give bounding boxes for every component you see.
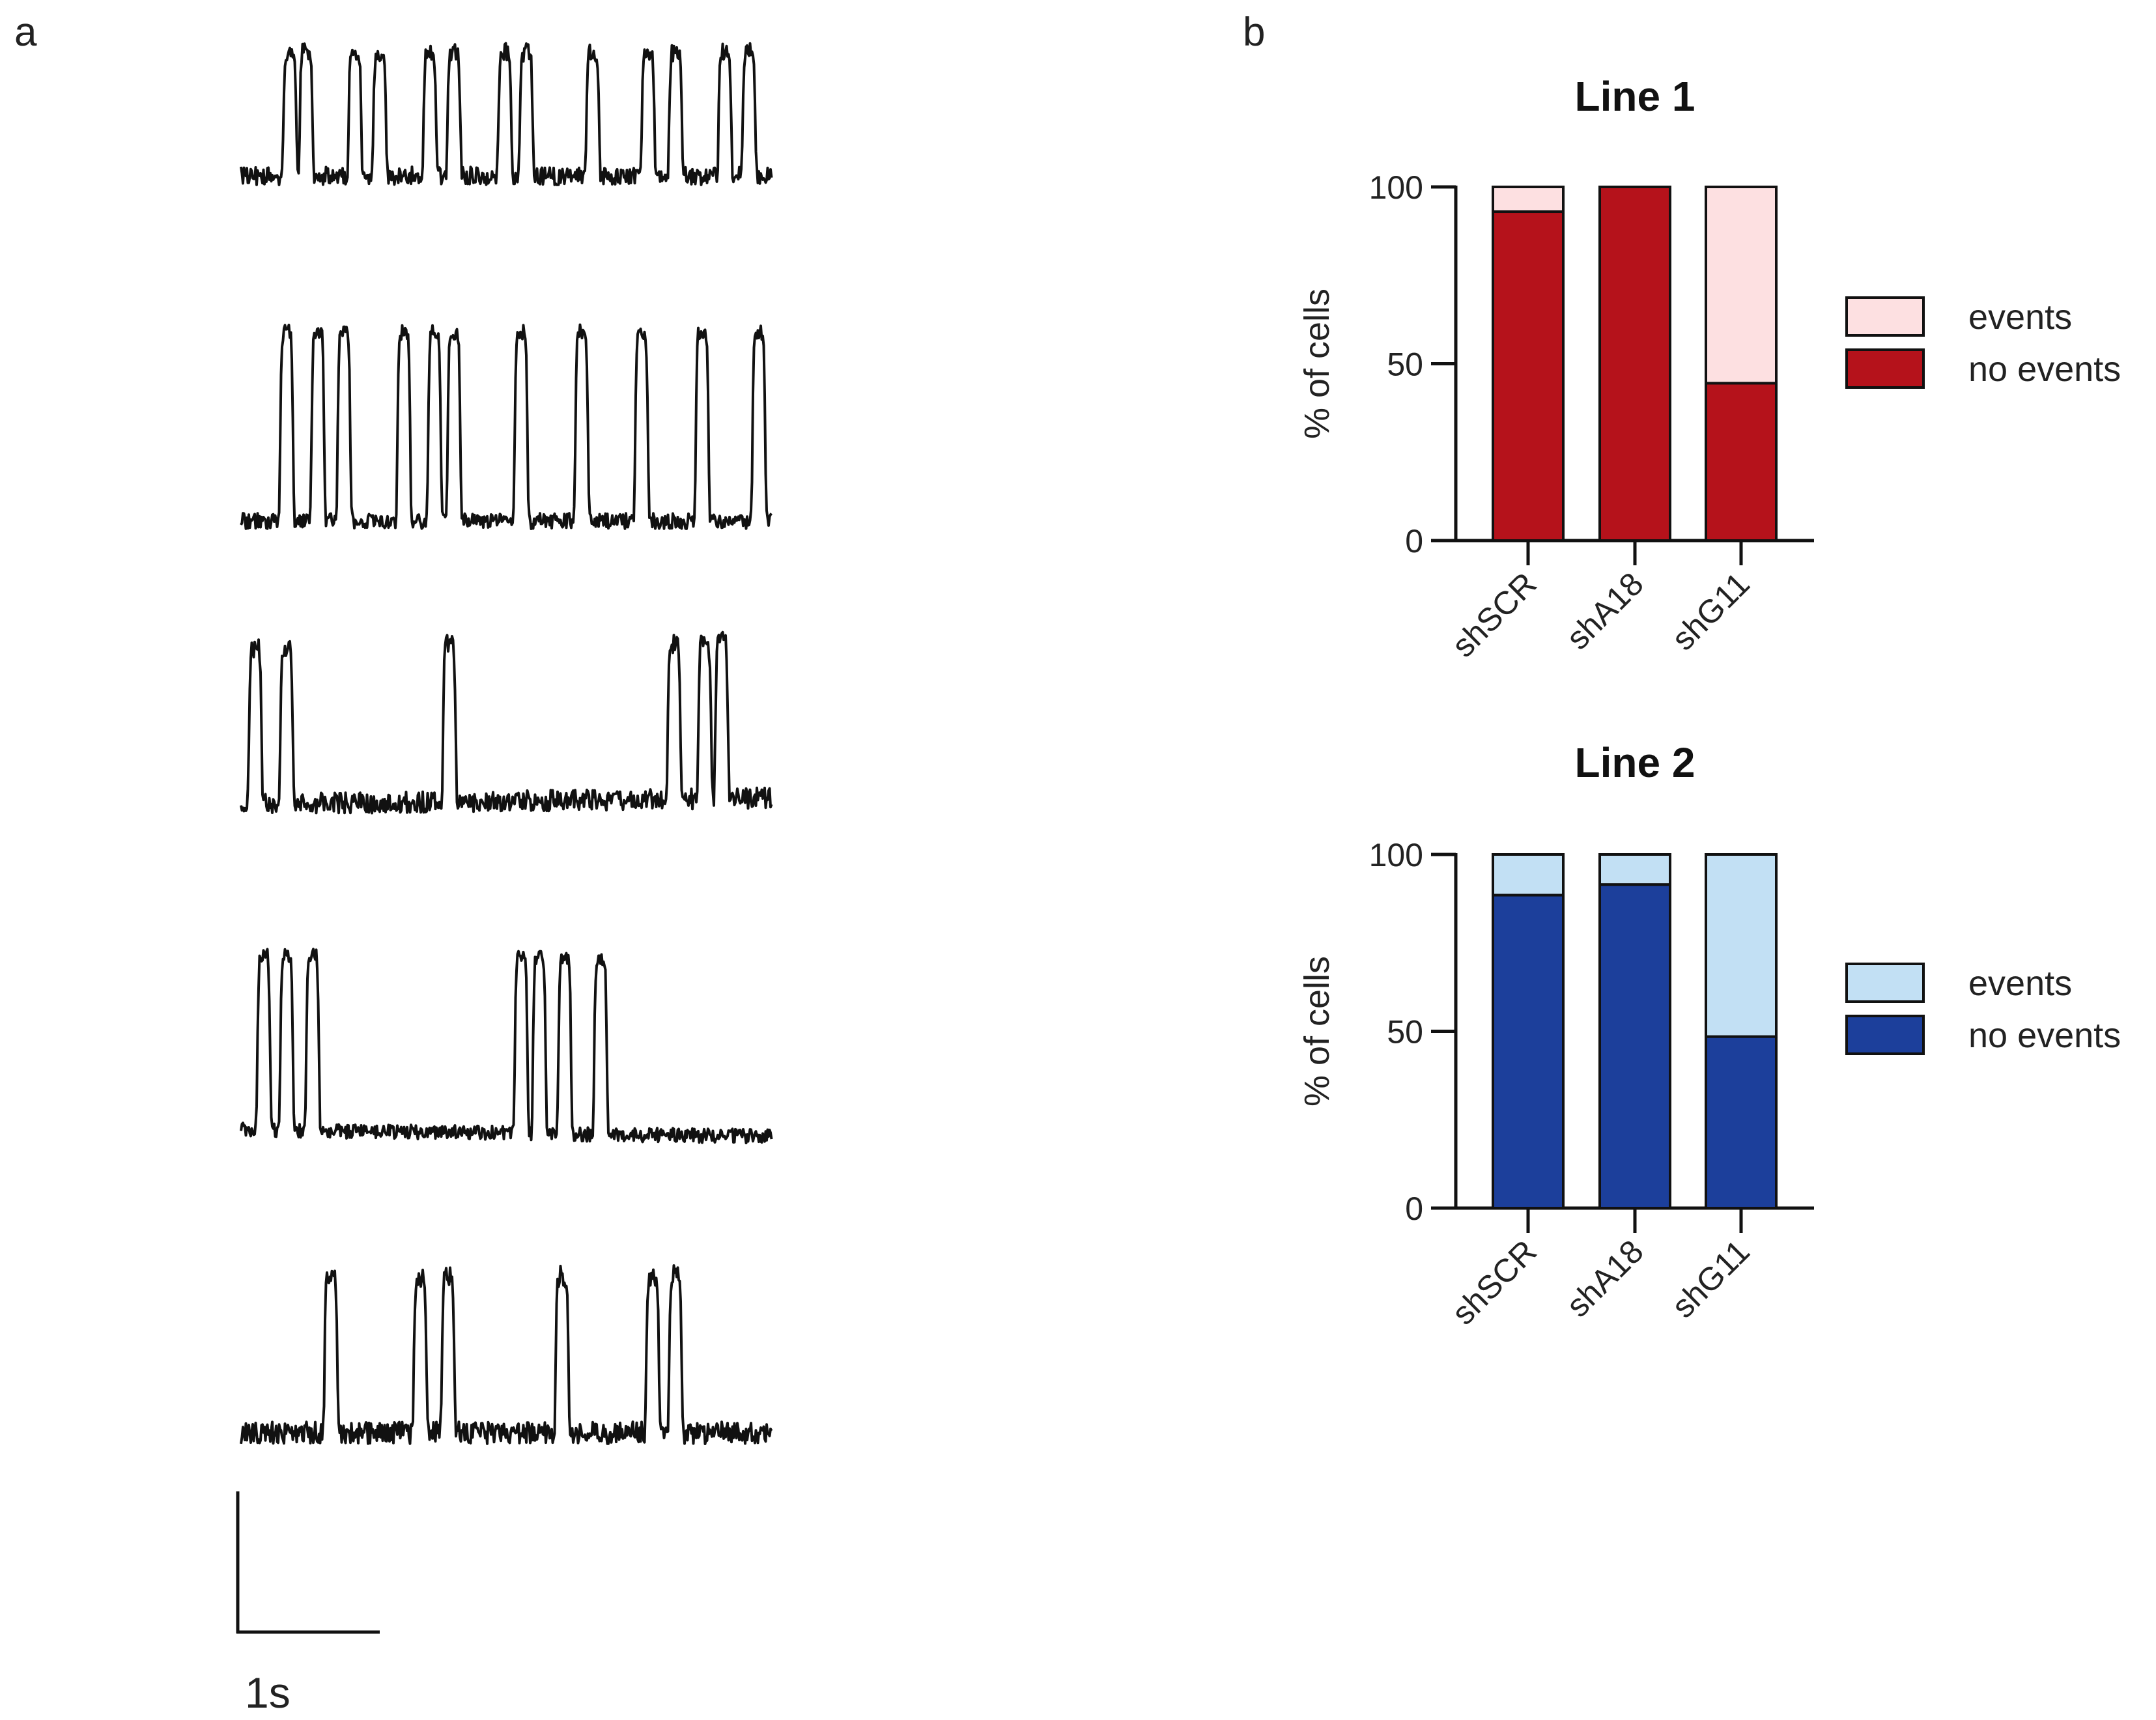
- x-tick-label: shA18: [1559, 1233, 1651, 1324]
- x-tick-label: shG11: [1665, 1233, 1757, 1325]
- bar-shSCR-events: [1492, 853, 1565, 897]
- trace-4: [240, 948, 773, 1144]
- y-tick-label: 50: [1387, 346, 1423, 383]
- bar-shA18-events: [1598, 853, 1671, 886]
- y-tick-label: 100: [1369, 837, 1423, 873]
- scale-bar: 1s: [236, 1491, 380, 1717]
- scale-bar-label: 1s: [245, 1669, 291, 1717]
- bar-shSCR-no-events: [1492, 210, 1565, 542]
- panel-label-a: a: [14, 10, 37, 55]
- bar-shSCR-no-events: [1492, 894, 1565, 1209]
- y-tick-label: 0: [1405, 1191, 1423, 1227]
- bar-shSCR-events: [1492, 186, 1565, 214]
- x-tick-label: shSCR: [1445, 565, 1544, 664]
- x-tick-label: shSCR: [1445, 1233, 1544, 1332]
- chart-title: Line 1: [1575, 73, 1695, 120]
- y-tick-label: 0: [1405, 523, 1423, 559]
- legend-label: no events: [1968, 1016, 2121, 1055]
- bar-shA18-no-events: [1598, 883, 1671, 1210]
- chart-title: Line 2: [1575, 739, 1695, 786]
- chart-2: Line 2 % of cells 0 50 100 shSCR shA18 shG11 eve…: [1298, 739, 2121, 1332]
- panel-label-b: b: [1243, 10, 1265, 55]
- y-axis-label: % of cells: [1298, 289, 1337, 439]
- bar-shG11-events: [1705, 853, 1778, 1038]
- x-tick-label: shG11: [1665, 565, 1757, 657]
- trace-5: [240, 1264, 773, 1445]
- trace-3: [240, 630, 773, 815]
- legend-label: events: [1968, 298, 2072, 337]
- y-tick-label: 50: [1387, 1014, 1423, 1050]
- legend-swatch: [1845, 1015, 1925, 1055]
- legend-swatch: [1845, 296, 1925, 337]
- trace-1: [240, 42, 773, 186]
- legend-label: no events: [1968, 350, 2121, 389]
- x-tick-label: shA18: [1559, 565, 1651, 656]
- trace-2: [240, 323, 773, 530]
- chart-1: Line 1 % of cells 0 50 100 shSCR shA18 shG11 eve…: [1298, 73, 2121, 664]
- y-axis-label: % of cells: [1298, 956, 1337, 1107]
- bar-shG11-no-events: [1705, 1035, 1778, 1210]
- legend-swatch: [1845, 963, 1925, 1003]
- legend-swatch: [1845, 348, 1925, 389]
- calcium-traces: [240, 42, 773, 1445]
- bar-shA18-no-events: [1598, 186, 1671, 542]
- legend-label: events: [1968, 964, 2072, 1003]
- bar-shG11-events: [1705, 186, 1778, 385]
- y-tick-label: 100: [1369, 169, 1423, 206]
- bar-shG11-no-events: [1705, 382, 1778, 542]
